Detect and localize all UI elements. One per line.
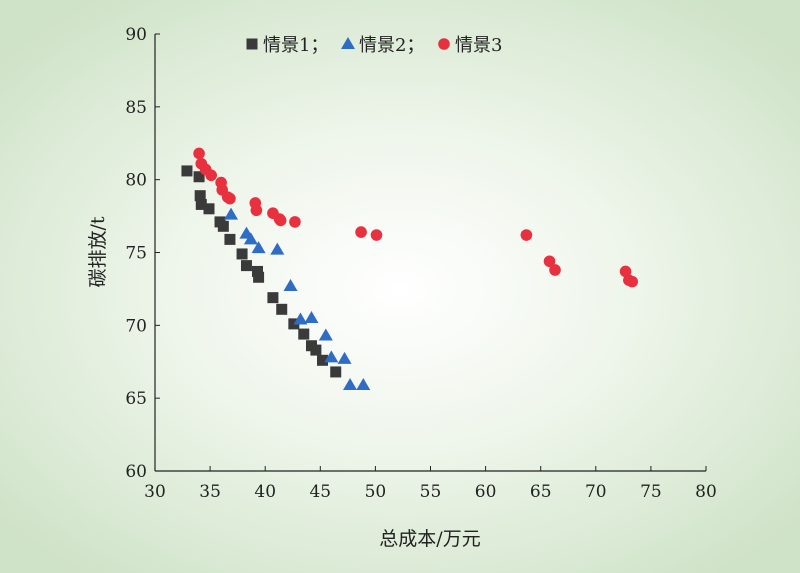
x-tick-label: 65 [530, 482, 552, 502]
x-tick-label: 30 [144, 482, 166, 502]
legend-marker-triangle [341, 37, 355, 49]
y-tick-label: 70 [125, 316, 147, 336]
point-triangle [337, 351, 352, 364]
x-tick-label: 55 [420, 482, 442, 502]
point-square [194, 190, 206, 202]
x-axis-label: 总成本/万元 [379, 528, 480, 550]
point-circle [549, 264, 561, 276]
point-triangle [356, 378, 371, 391]
point-triangle [318, 328, 333, 341]
point-triangle [304, 311, 319, 324]
point-circle [619, 265, 632, 278]
point-square [276, 303, 288, 315]
legend-marker-square [246, 38, 258, 50]
x-tick-label: 45 [309, 482, 331, 502]
point-circle [274, 214, 287, 227]
data-marks [181, 147, 638, 391]
point-triangle [343, 378, 358, 391]
point-square [217, 220, 229, 232]
point-triangle [324, 350, 339, 363]
point-square [236, 248, 248, 260]
y-tick-label: 90 [125, 25, 147, 45]
x-tick-label: 35 [199, 482, 221, 502]
legend-marker-circle [438, 38, 450, 50]
point-circle [626, 275, 638, 288]
point-square [310, 344, 322, 356]
point-square [224, 233, 236, 245]
point-circle [289, 216, 301, 228]
axis-ticks: 30 35 40 45 50 55 60 65 70 75 80 60 65 70 75 80 85 90 [125, 25, 716, 502]
point-square [193, 171, 205, 183]
point-triangle [270, 242, 285, 255]
legend-label: 情景3 [455, 35, 502, 56]
point-circle [205, 169, 218, 182]
x-tick-label: 75 [640, 482, 662, 502]
point-square [251, 265, 263, 277]
point-circle [193, 147, 205, 160]
legend: 情景1； 情景2； 情景3 [246, 35, 502, 56]
point-square [267, 292, 279, 304]
x-tick-label: 40 [254, 482, 276, 502]
point-triangle [293, 312, 308, 325]
point-circle [250, 204, 263, 217]
point-square [195, 198, 207, 210]
y-tick-label: 65 [125, 389, 147, 409]
point-square [203, 203, 215, 215]
y-axis-label: 碳排放/t [87, 216, 109, 287]
y-tick-label: 80 [125, 171, 147, 191]
point-circle [543, 255, 556, 268]
x-tick-label: 50 [365, 482, 387, 502]
point-triangle [224, 207, 239, 220]
point-square [330, 366, 342, 378]
point-square [298, 328, 310, 340]
point-square [240, 260, 252, 272]
point-square [181, 165, 193, 177]
point-circle [355, 226, 367, 238]
point-triangle [243, 232, 258, 245]
y-tick-label: 85 [125, 98, 147, 118]
x-tick-label: 70 [585, 482, 607, 502]
x-tick-label: 60 [475, 482, 497, 502]
point-triangle [283, 279, 298, 292]
y-tick-label: 75 [125, 244, 147, 264]
point-circle [224, 192, 236, 205]
point-square [253, 271, 265, 283]
x-tick-label: 80 [695, 482, 717, 502]
point-circle [520, 229, 533, 241]
point-circle [370, 229, 383, 241]
legend-label: 情景1； [263, 35, 328, 56]
y-tick-label: 60 [125, 462, 147, 482]
legend-label: 情景2； [359, 35, 424, 56]
point-triangle [251, 241, 266, 254]
point-square [317, 354, 329, 366]
